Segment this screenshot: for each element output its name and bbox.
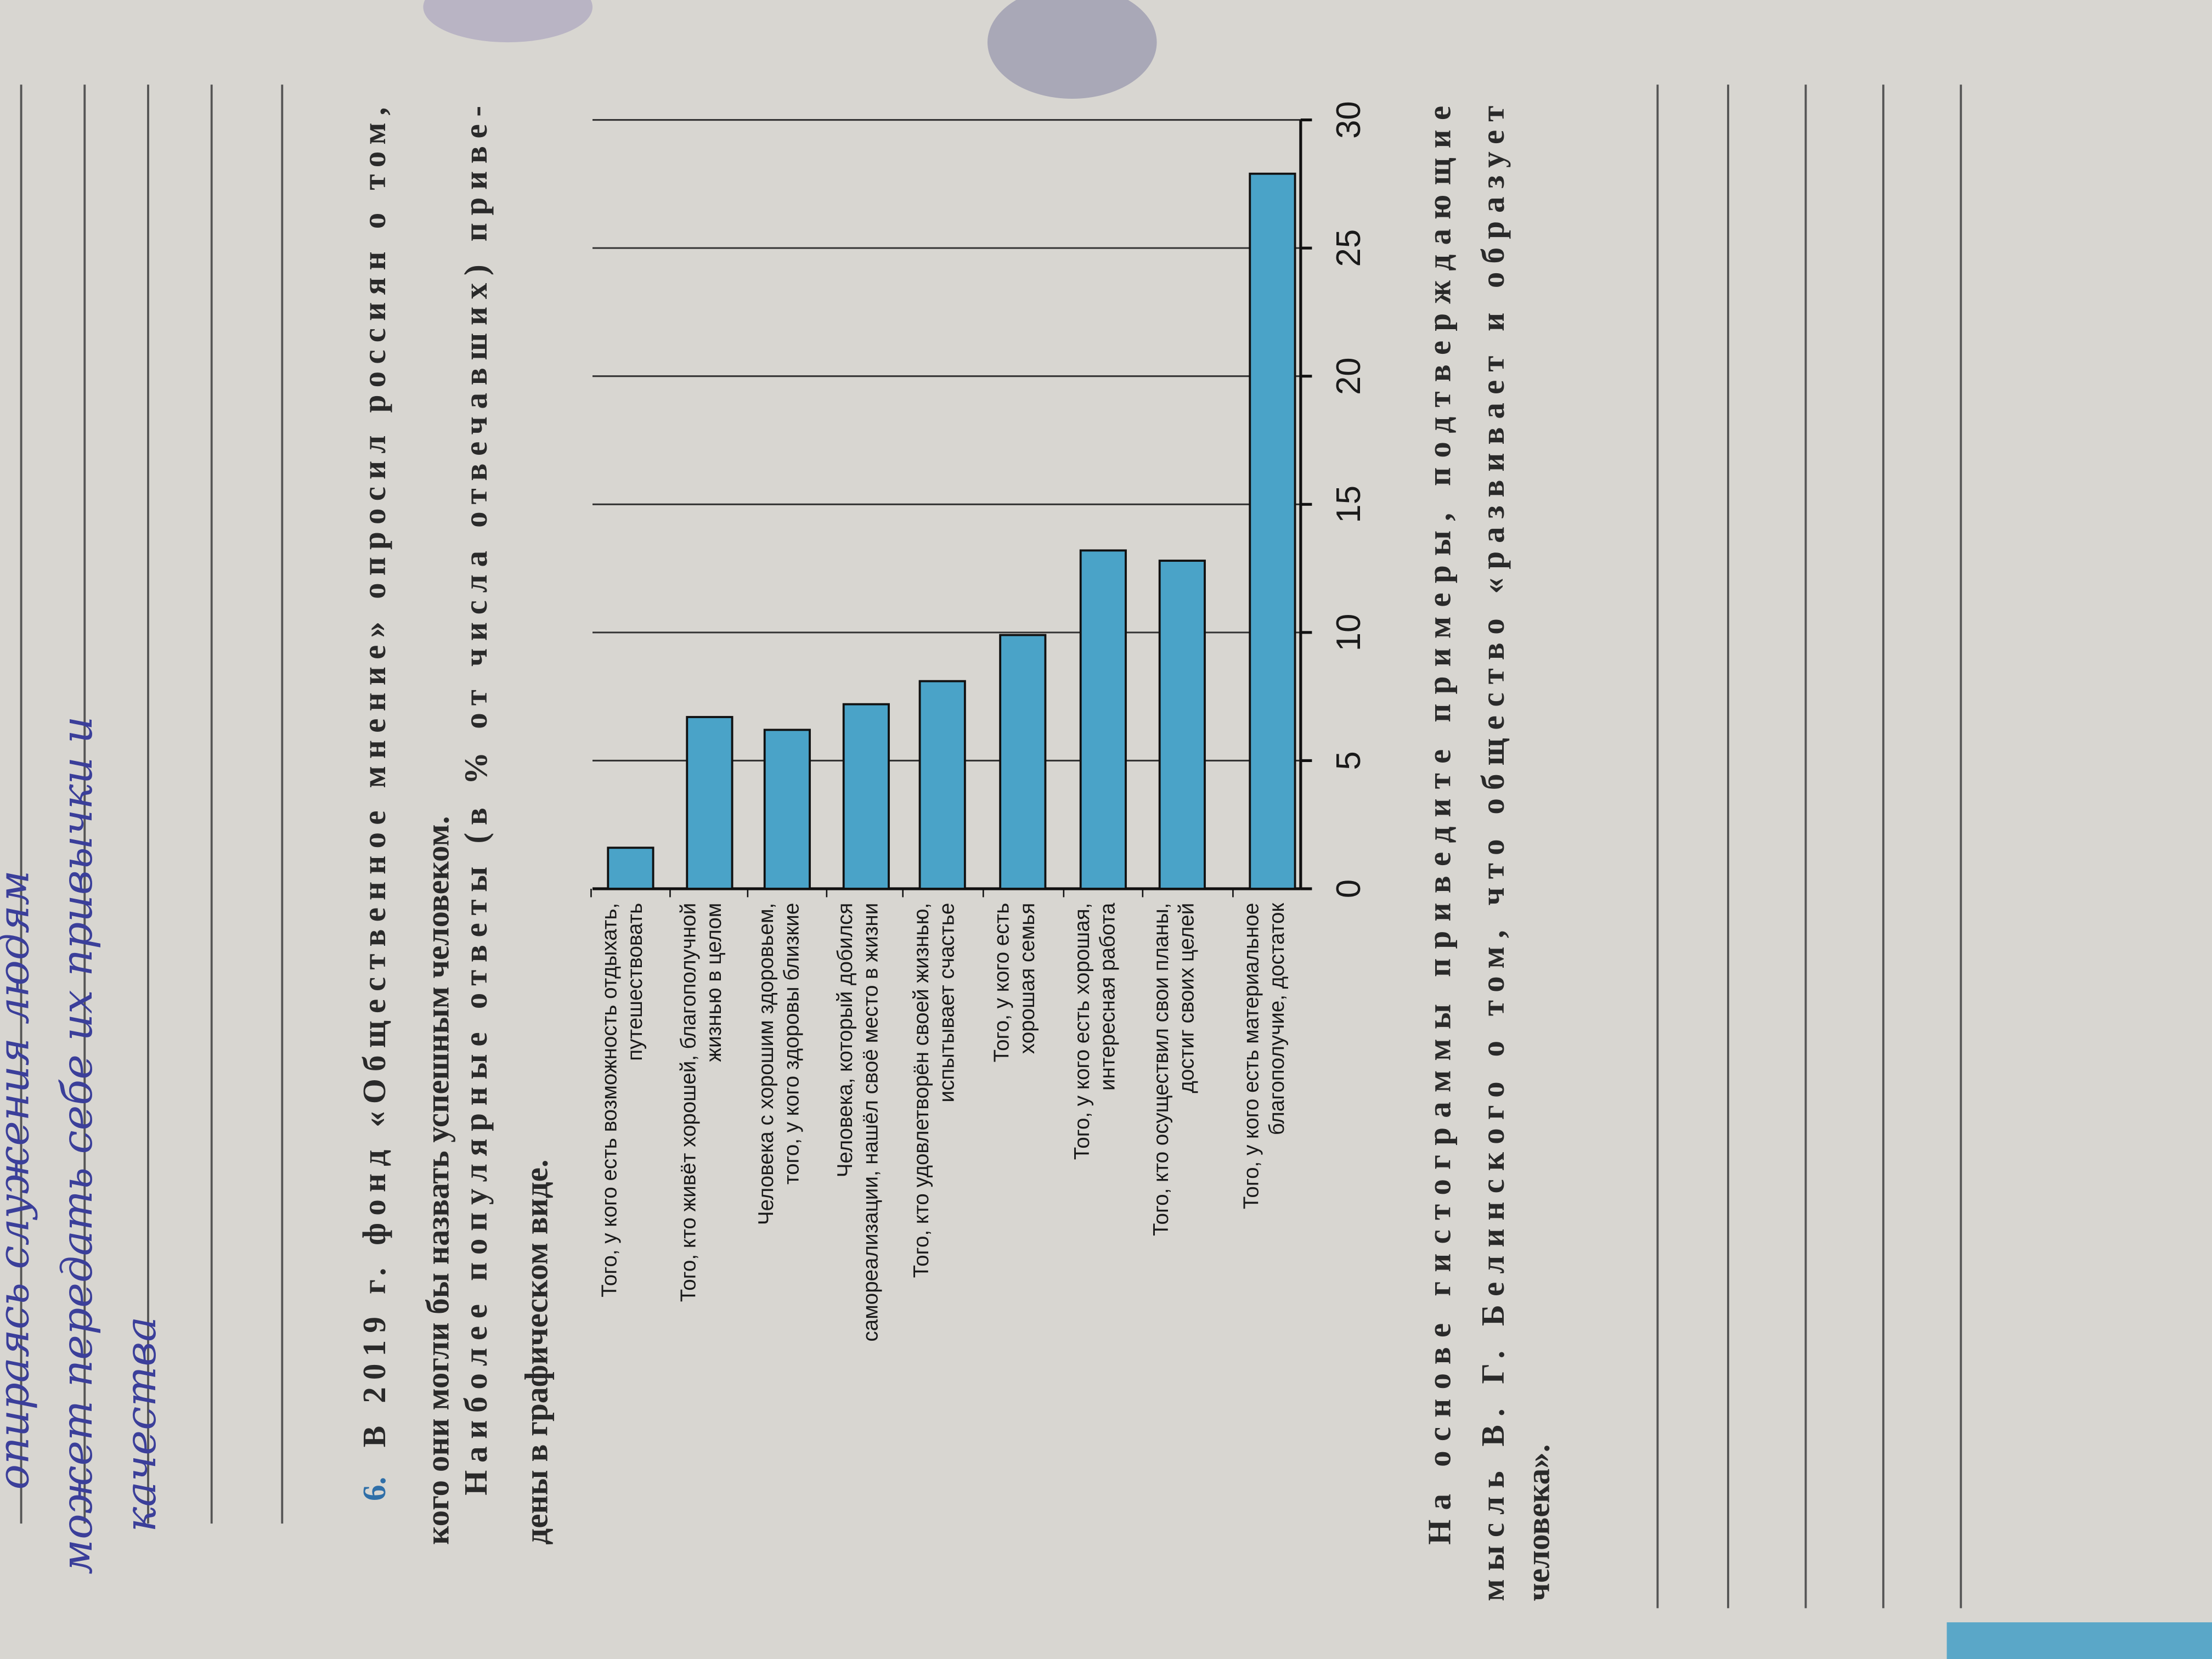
handwriting: может передать себе их привычки и: [53, 716, 102, 1574]
bar: [686, 716, 733, 890]
finger: [423, 0, 592, 43]
category-label: испытывает счастье: [935, 903, 958, 1103]
bar: [1249, 172, 1296, 890]
ruled-lines: [20, 84, 1962, 1609]
bar: [842, 703, 890, 890]
category-label: благополучие, достаток: [1265, 902, 1289, 1135]
category-label: Человека с хорошим здоровьем,: [754, 903, 778, 1225]
task-line: человека».: [1520, 1444, 1556, 1601]
category-label: самореализации, нашёл своё место в жизни: [859, 903, 882, 1342]
task-line: мысль В. Г. Белинского о том, что общест…: [1475, 106, 1511, 1601]
question-line: кого они могли бы назвать успешным челов…: [420, 816, 456, 1545]
x-tick-label: 5: [1330, 751, 1368, 770]
category-label: Человека, который добился: [833, 903, 857, 1178]
category-label: путешествовать: [623, 903, 647, 1061]
category-label: Того, у кого есть материальное: [1240, 903, 1263, 1209]
bar: [763, 729, 811, 890]
category-label: Того, у кого есть: [990, 903, 1014, 1063]
question-line: дены в графическом виде.: [518, 1159, 555, 1544]
bar: [918, 680, 966, 890]
x-tick-label: 15: [1330, 486, 1368, 523]
bar: [607, 847, 654, 890]
x-tick-label: 10: [1330, 614, 1368, 652]
question-number: 6.: [356, 1477, 392, 1501]
bar: [1079, 549, 1127, 890]
category-label: достиг своих целей: [1175, 903, 1198, 1093]
handwriting: качества: [116, 1317, 166, 1532]
x-tick-label: 20: [1330, 357, 1368, 395]
category-label: интересная работа: [1096, 902, 1119, 1091]
bar: [1158, 560, 1206, 890]
x-tick-label: 0: [1330, 879, 1368, 898]
bar: [999, 634, 1047, 890]
category-label: жизнью в целом: [702, 903, 726, 1062]
x-tick-label: 30: [1330, 101, 1368, 139]
handwriting: опираясь служения людям: [0, 870, 38, 1489]
category-label: того, у кого здоровы близкие: [780, 903, 803, 1184]
category-label: Того, кто удовлетворён своей жизнью,: [910, 903, 933, 1278]
x-tick-label: 25: [1330, 229, 1368, 267]
category-label: Того, у кого есть возможность отдыхать,: [598, 903, 622, 1297]
category-label: Того, у кого есть хорошая,: [1070, 903, 1094, 1160]
finger: [988, 0, 1157, 99]
page-edge: [1946, 1622, 2212, 1659]
category-label: хорошая семья: [1015, 903, 1039, 1054]
question-line: В 2019 г. фонд «Общественное мнение» опр…: [356, 107, 392, 1447]
category-label: Того, кто живёт хорошей, благополучной: [677, 903, 701, 1302]
category-label: Того, кто осуществил свои планы,: [1149, 903, 1173, 1236]
